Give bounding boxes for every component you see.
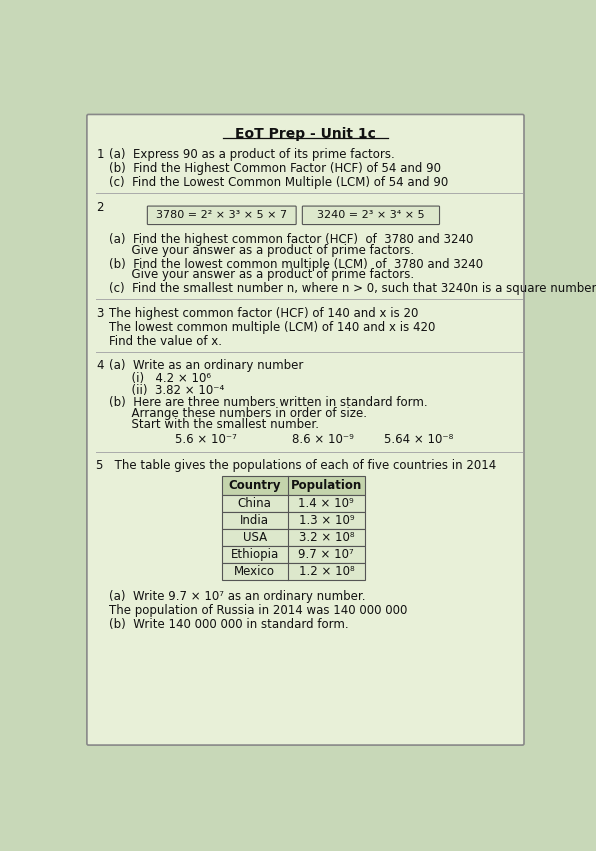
Text: (c)  Find the smallest number n, where n > 0, such that 3240n is a square number: (c) Find the smallest number n, where n … [110,283,596,295]
Text: 4: 4 [96,359,104,372]
Bar [222,528,365,545]
FancyBboxPatch shape [147,206,296,225]
Text: (a)  Write 9.7 × 10⁷ as an ordinary number.: (a) Write 9.7 × 10⁷ as an ordinary numbe… [110,591,366,603]
Bar [222,545,365,563]
FancyBboxPatch shape [302,206,439,225]
Bar [222,563,365,580]
Bar [222,511,365,528]
Text: (a)  Find the highest common factor (HCF)  of  3780 and 3240: (a) Find the highest common factor (HCF)… [110,233,474,246]
Text: India: India [240,514,269,527]
Text: 3780 = 2² × 3³ × 5 × 7: 3780 = 2² × 3³ × 5 × 7 [156,210,287,220]
Text: Population: Population [291,479,362,492]
Text: Mexico: Mexico [234,564,275,578]
Text: (b)  Here are three numbers written in standard form.: (b) Here are three numbers written in st… [110,397,428,409]
Text: (c)  Find the Lowest Common Multiple (LCM) of 54 and 90: (c) Find the Lowest Common Multiple (LCM… [110,176,449,189]
Bar [222,477,365,494]
Text: Find the value of x.: Find the value of x. [110,334,222,348]
Text: 3.2 × 10⁸: 3.2 × 10⁸ [299,531,354,544]
Text: 1: 1 [96,148,104,162]
Text: The lowest common multiple (LCM) of 140 and x is 420: The lowest common multiple (LCM) of 140 … [110,321,436,334]
Text: 5   The table gives the populations of each of five countries in 2014: 5 The table gives the populations of eac… [96,460,496,472]
Text: 1.3 × 10⁹: 1.3 × 10⁹ [299,514,354,527]
FancyBboxPatch shape [87,114,524,745]
Text: 9.7 × 10⁷: 9.7 × 10⁷ [299,547,354,561]
Text: China: China [238,497,272,510]
Text: (ii)  3.82 × 10⁻⁴: (ii) 3.82 × 10⁻⁴ [110,384,225,397]
Text: 8.6 × 10⁻⁹: 8.6 × 10⁻⁹ [291,433,353,446]
Text: Start with the smallest number.: Start with the smallest number. [110,418,319,431]
Text: The highest common factor (HCF) of 140 and x is 20: The highest common factor (HCF) of 140 a… [110,307,419,320]
Text: (b)  Write 140 000 000 in standard form.: (b) Write 140 000 000 in standard form. [110,618,349,631]
Text: 3: 3 [96,307,104,320]
Bar [222,494,365,511]
Text: (b)  Find the Highest Common Factor (HCF) of 54 and 90: (b) Find the Highest Common Factor (HCF)… [110,163,442,175]
Text: 2: 2 [96,201,104,214]
Text: (a)  Express 90 as a product of its prime factors.: (a) Express 90 as a product of its prime… [110,148,395,162]
Text: 3240 = 2³ × 3⁴ × 5: 3240 = 2³ × 3⁴ × 5 [316,210,424,220]
Text: EoT Prep - Unit 1c: EoT Prep - Unit 1c [235,127,376,140]
Text: Arrange these numbers in order of size.: Arrange these numbers in order of size. [110,407,367,420]
Text: Ethiopia: Ethiopia [231,547,279,561]
Text: 1.4 × 10⁹: 1.4 × 10⁹ [299,497,354,510]
Text: (b)  Find the lowest common multiple (LCM)  of  3780 and 3240: (b) Find the lowest common multiple (LCM… [110,258,483,271]
Text: 5.6 × 10⁻⁷: 5.6 × 10⁻⁷ [175,433,237,446]
Text: Give your answer as a product of prime factors.: Give your answer as a product of prime f… [110,243,414,257]
Text: 5.64 × 10⁻⁸: 5.64 × 10⁻⁸ [384,433,454,446]
Text: Give your answer as a product of prime factors.: Give your answer as a product of prime f… [110,268,414,282]
Text: (i)   4.2 × 10⁶: (i) 4.2 × 10⁶ [110,372,212,385]
Text: Country: Country [228,479,281,492]
Text: USA: USA [243,531,267,544]
Text: 1.2 × 10⁸: 1.2 × 10⁸ [299,564,354,578]
Text: (a)  Write as an ordinary number: (a) Write as an ordinary number [110,359,304,372]
Text: The population of Russia in 2014 was 140 000 000: The population of Russia in 2014 was 140… [110,604,408,617]
